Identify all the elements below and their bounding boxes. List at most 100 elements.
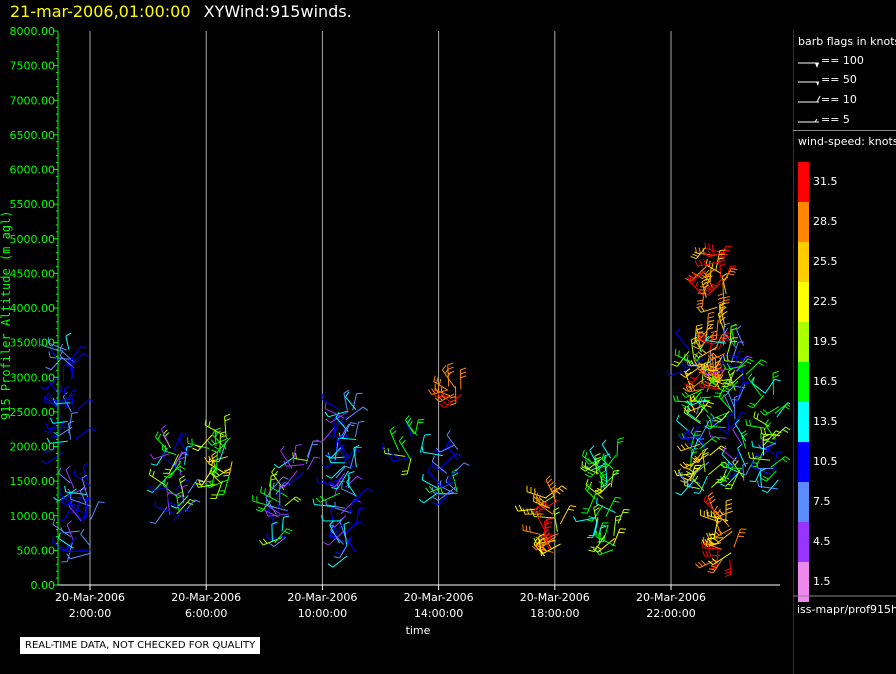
barb-staff	[700, 514, 720, 523]
barb-flag	[760, 428, 763, 435]
barb-flag	[759, 468, 766, 472]
barb-flag	[721, 461, 724, 468]
barb-staff	[80, 533, 90, 546]
barb-flag	[696, 355, 701, 362]
barb-staff	[541, 518, 548, 541]
barb-flag	[596, 487, 603, 492]
barb-flag	[685, 384, 692, 390]
barb-flag	[325, 474, 332, 479]
wind-barb	[75, 427, 96, 440]
barb-flag	[690, 255, 697, 260]
barb-staff	[688, 434, 703, 440]
barb-flag	[550, 484, 557, 490]
barb-flag	[694, 251, 701, 255]
wind-barb	[79, 486, 87, 505]
barb-flag	[401, 439, 406, 445]
barb-flag	[444, 368, 449, 374]
wind-barb	[76, 399, 95, 411]
barb-flag	[568, 508, 575, 511]
barb-flag	[700, 364, 703, 371]
wind-barb	[722, 322, 731, 346]
barb-staff	[699, 420, 710, 439]
wind-barb	[446, 429, 459, 450]
barb-staff	[274, 528, 288, 544]
barb-flag	[690, 359, 695, 366]
barb-staff	[63, 389, 68, 407]
barb-flag	[387, 448, 390, 455]
barb-staff	[280, 450, 293, 469]
barb-flag	[590, 546, 597, 549]
wind-barb	[688, 429, 703, 440]
speed-color-swatch	[798, 402, 809, 442]
barb-flag	[213, 446, 220, 450]
barb-flag	[432, 501, 439, 506]
barb-staff	[601, 444, 612, 459]
barb-staff	[771, 426, 786, 440]
barb-flag	[531, 545, 538, 551]
wind-barb	[680, 364, 704, 378]
barb-flag	[694, 281, 699, 288]
barb-staff	[745, 359, 762, 375]
barb-flag	[530, 508, 533, 515]
wind-barb	[331, 470, 349, 490]
barb-staff	[690, 339, 695, 360]
barb-flag	[775, 430, 782, 434]
wind-barb	[211, 437, 231, 453]
barb-staff	[52, 541, 71, 554]
barb-staff	[695, 399, 709, 413]
barb-staff	[404, 419, 415, 435]
x-tick-date-label: 20-Mar-2006	[404, 591, 474, 604]
barb-staff	[727, 391, 736, 410]
barb-staff	[49, 440, 68, 444]
barb-flag	[295, 452, 297, 459]
barb-flag	[80, 528, 85, 535]
barb-flag	[198, 481, 203, 488]
barb-flag	[45, 422, 49, 429]
barb-staff	[716, 548, 719, 568]
barb-flag	[617, 440, 624, 444]
barb-flag	[358, 420, 365, 423]
barb-flag	[687, 408, 690, 415]
speed-legend-header: wind-speed: knots	[798, 135, 896, 148]
wind-barb	[685, 265, 708, 282]
barb-flag	[210, 439, 216, 445]
barb-flag	[599, 470, 606, 475]
barb-staff	[63, 536, 78, 552]
barb-flag	[724, 573, 731, 578]
wind-barb	[316, 476, 339, 486]
wind-barb	[323, 530, 345, 546]
barb-staff	[431, 461, 448, 474]
wind-barb	[718, 391, 733, 412]
barb-flag	[345, 465, 352, 469]
barb-staff	[670, 368, 690, 377]
wind-barb	[433, 375, 449, 391]
barb-staff	[324, 408, 345, 419]
barb-staff	[752, 395, 764, 409]
barb-flag	[692, 395, 696, 402]
barb-staff	[345, 475, 358, 488]
barb-staff	[584, 459, 601, 472]
barb-staff	[589, 450, 601, 470]
barb-staff	[162, 455, 178, 470]
barb-flag	[572, 516, 577, 522]
barb-flag	[460, 371, 467, 375]
quality-notice: REAL-TIME DATA, NOT CHECKED FOR QUALITY	[19, 636, 262, 655]
wind-barb	[701, 538, 720, 546]
barb-staff	[712, 558, 723, 574]
wind-barb	[58, 532, 74, 549]
barb-staff	[341, 420, 348, 438]
barb-staff	[685, 389, 702, 398]
wind-barb	[62, 363, 70, 383]
barb-flag	[427, 466, 431, 472]
barb-staff	[540, 536, 556, 547]
barb-flag	[535, 492, 539, 499]
barb-staff	[173, 508, 184, 521]
wind-barb	[706, 311, 715, 336]
barb-staff	[422, 451, 443, 457]
barb-staff	[683, 434, 695, 451]
barb-flag	[316, 476, 319, 483]
barb-flag	[86, 497, 93, 500]
barb-staff	[538, 536, 543, 557]
wind-barb	[710, 416, 730, 435]
barb-flag	[730, 323, 737, 328]
